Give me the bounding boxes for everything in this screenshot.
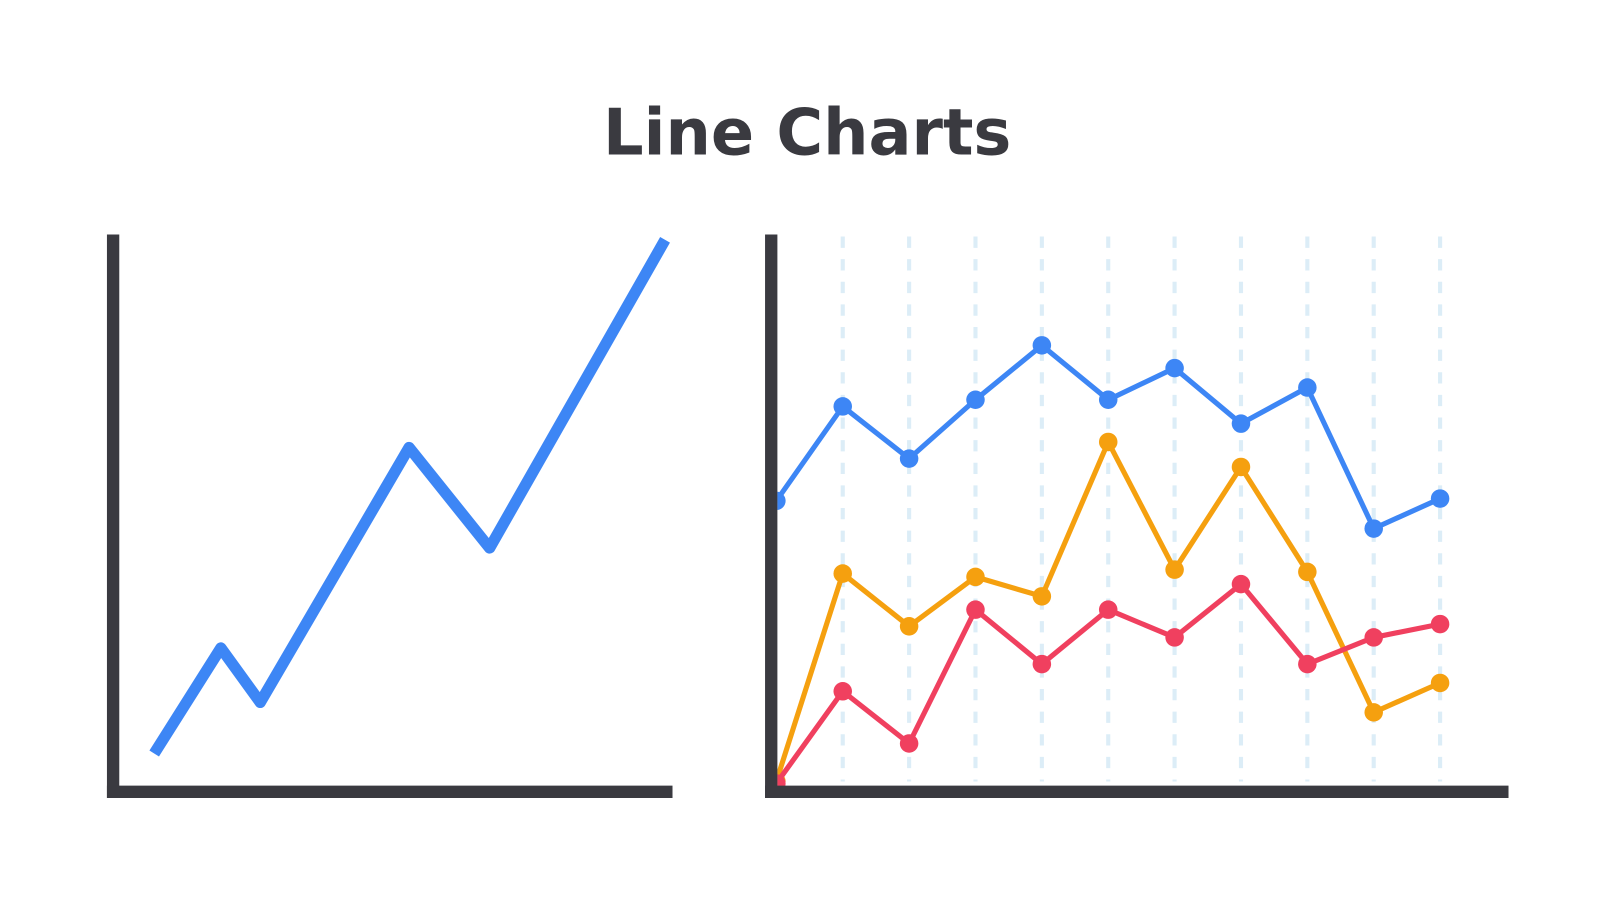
data-point (1231, 457, 1251, 477)
data-point (1430, 489, 1450, 508)
data-point (833, 564, 852, 583)
data-point (1098, 390, 1118, 410)
data-point (1165, 560, 1184, 579)
data-point (1165, 358, 1184, 378)
data-point (966, 567, 985, 587)
data-point (899, 449, 919, 468)
data-point (1430, 614, 1450, 634)
data-point (1364, 628, 1383, 647)
data-point (966, 600, 985, 619)
plot-area (149, 237, 670, 757)
data-point (1165, 628, 1184, 647)
data-point (899, 617, 919, 636)
data-point (1298, 654, 1317, 674)
data-point (966, 390, 985, 410)
data-point (777, 491, 786, 511)
data-point (833, 397, 852, 416)
data-point (1364, 703, 1383, 722)
data-point (1231, 574, 1251, 594)
page-title: Line Charts (603, 96, 1011, 170)
data-point (1298, 562, 1317, 582)
data-point (1364, 519, 1383, 538)
data-point (1430, 673, 1450, 693)
data-point (1231, 414, 1251, 433)
data-point (1098, 432, 1118, 452)
data-point (1098, 600, 1118, 619)
data-point (833, 682, 852, 701)
plot-area (777, 336, 1450, 792)
data-point (1298, 378, 1317, 397)
data-line (149, 237, 670, 757)
data-point (1032, 587, 1052, 606)
data-point (899, 734, 919, 753)
data-point (1032, 336, 1052, 355)
canvas: Line Charts (106, 96, 1509, 798)
data-point (1032, 654, 1052, 674)
